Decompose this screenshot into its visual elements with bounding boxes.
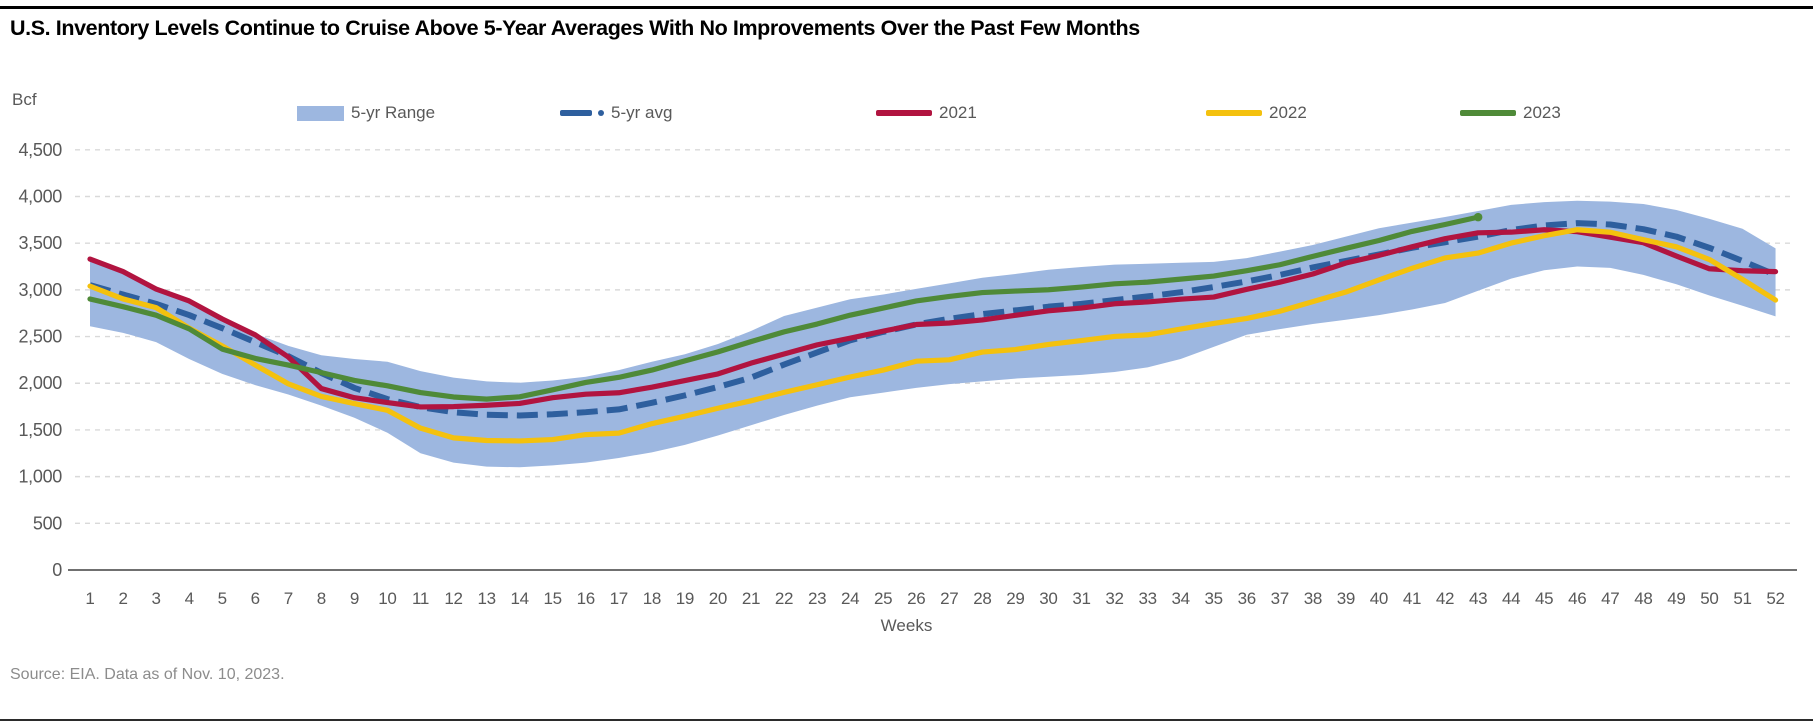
x-tick-label-35: 35 [1205,589,1223,608]
x-tick-label-42: 42 [1436,589,1454,608]
legend-swatch-dash [560,110,592,116]
x-tick-label-41: 41 [1403,589,1421,608]
legend-swatch-line [1460,110,1516,116]
five-year-range-band [90,200,1776,468]
x-tick-label-39: 39 [1337,589,1355,608]
x-tick-label-16: 16 [577,589,595,608]
legend-item-2022: 2022 [1206,102,1307,124]
x-tick-label-34: 34 [1171,589,1189,608]
x-tick-label-24: 24 [841,589,859,608]
x-tick-label-6: 6 [251,589,260,608]
x-tick-label-20: 20 [709,589,727,608]
x-tick-label-8: 8 [317,589,326,608]
x-tick-label-21: 21 [742,589,760,608]
legend-label: 2023 [1523,103,1561,122]
x-tick-label-27: 27 [940,589,958,608]
y-axis-unit-label: Bcf [12,90,37,109]
bottom-rule [0,719,1813,721]
x-tick-label-38: 38 [1304,589,1322,608]
legend-swatch-line [1206,110,1262,116]
x-tick-label-48: 48 [1634,589,1652,608]
x-tick-label-7: 7 [284,589,293,608]
x-tick-label-25: 25 [874,589,892,608]
x-tick-label-33: 33 [1138,589,1156,608]
x-tick-label-19: 19 [676,589,694,608]
y-tick-label-1500: 1,500 [18,420,62,440]
x-tick-label-44: 44 [1502,589,1520,608]
y-tick-label-2000: 2,000 [18,373,62,393]
x-tick-label-5: 5 [218,589,227,608]
x-tick-label-49: 49 [1667,589,1685,608]
series-2021-line [87,227,1779,410]
legend-label: 5-yr Range [351,103,436,122]
source-note: Source: EIA. Data as of Nov. 10, 2023. [10,666,285,683]
legend-label: 5-yr avg [611,103,673,122]
x-tick-label-37: 37 [1271,589,1289,608]
x-tick-label-51: 51 [1733,589,1751,608]
y-tick-label-3000: 3,000 [18,280,62,300]
legend-item-5-yr-avg: 5-yr avg [560,102,672,124]
y-tick-label-4500: 4,500 [18,140,62,160]
legend-item-2023: 2023 [1460,102,1561,124]
x-tick-label-9: 9 [350,589,359,608]
x-tick-label-15: 15 [544,589,562,608]
x-tick-label-1: 1 [85,589,94,608]
x-tick-label-47: 47 [1601,589,1619,608]
series-2022-line [87,227,1779,444]
x-tick-label-30: 30 [1039,589,1057,608]
y-tick-label-0: 0 [52,560,62,580]
top-rule [0,6,1813,9]
x-tick-label-10: 10 [378,589,396,608]
series-2023-line [87,214,1481,402]
x-tick-label-45: 45 [1535,589,1553,608]
x-tick-label-23: 23 [808,589,826,608]
x-tick-label-50: 50 [1700,589,1718,608]
legend-item-2021: 2021 [876,102,977,124]
x-tick-label-13: 13 [477,589,495,608]
x-tick-label-12: 12 [444,589,462,608]
y-tick-label-500: 500 [33,513,62,533]
x-tick-label-18: 18 [643,589,661,608]
legend-swatch-line [876,110,932,116]
y-tick-label-4000: 4,000 [18,186,62,206]
x-tick-label-26: 26 [907,589,925,608]
x-tick-label-46: 46 [1568,589,1586,608]
x-axis-label: Weeks [880,616,933,635]
x-tick-label-22: 22 [775,589,793,608]
x-tick-label-32: 32 [1105,589,1123,608]
x-tick-label-3: 3 [152,589,161,608]
legend-label: 2021 [939,103,977,122]
y-tick-label-1000: 1,000 [18,467,62,487]
y-tick-label-3500: 3,500 [18,233,62,253]
x-tick-label-14: 14 [510,589,528,608]
legend-label: 2022 [1269,103,1307,122]
legend-item-5-yr-range: 5-yr Range [297,102,435,124]
legend-swatch-dot [598,110,604,116]
x-tick-label-17: 17 [610,589,628,608]
x-tick-label-4: 4 [185,589,194,608]
x-tick-label-36: 36 [1238,589,1256,608]
x-tick-label-29: 29 [1006,589,1024,608]
x-tick-label-40: 40 [1370,589,1388,608]
series-2023-end-dot [1473,212,1483,222]
page-title: U.S. Inventory Levels Continue to Cruise… [10,16,1140,40]
x-tick-label-28: 28 [973,589,991,608]
x-tick-label-11: 11 [412,589,429,608]
x-tick-label-31: 31 [1072,589,1090,608]
legend-swatch-band [297,105,344,121]
y-tick-label-2500: 2,500 [18,327,62,347]
x-tick-label-2: 2 [118,589,127,608]
x-tick-label-52: 52 [1766,589,1784,608]
x-tick-label-43: 43 [1469,589,1487,608]
